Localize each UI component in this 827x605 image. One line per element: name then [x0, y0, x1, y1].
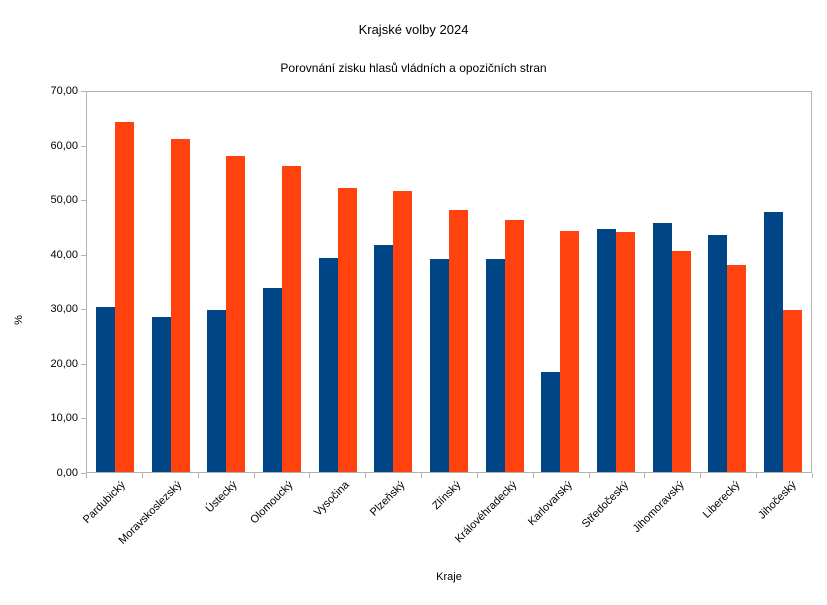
y-tick-label: 0,00 — [56, 467, 78, 479]
bar-series-1 — [485, 259, 505, 472]
bar-series-1 — [207, 309, 227, 472]
x-category-label: Plzeňský — [368, 479, 408, 519]
y-tick-mark — [81, 418, 86, 419]
bar-group — [87, 92, 143, 472]
x-category-label: Olomoucký — [248, 479, 296, 527]
y-tick-label: 10,00 — [50, 412, 78, 424]
x-tick-mark — [533, 473, 534, 478]
bar-series-2 — [727, 264, 747, 472]
bar-group — [588, 92, 644, 472]
bar-series-1 — [95, 306, 115, 472]
bar-group — [700, 92, 756, 472]
bar-series-1 — [764, 212, 784, 472]
x-category-label: Středočeský — [579, 479, 631, 531]
bar-series-2 — [783, 309, 803, 472]
x-category-label: Liberecký — [700, 479, 743, 521]
chart-subtitle: Porovnání zisku hlasů vládních a opozičn… — [280, 61, 547, 75]
bar-series-2 — [671, 251, 691, 472]
x-category-label: Moravskoslezský — [116, 479, 185, 547]
x-tick-mark — [812, 473, 813, 478]
bar-series-1 — [708, 234, 728, 472]
bar-group — [644, 92, 700, 472]
bar-series-2 — [226, 155, 246, 472]
x-tick-mark — [142, 473, 143, 478]
y-tick-mark — [81, 200, 86, 201]
bar-series-1 — [541, 371, 561, 472]
bar-group — [365, 92, 421, 472]
x-category-label: Jihomoravský — [630, 479, 687, 536]
x-category-label: Karlovarský — [526, 479, 576, 529]
x-axis-title: Kraje — [436, 571, 462, 583]
y-tick-mark — [81, 364, 86, 365]
x-tick-mark — [86, 473, 87, 478]
plot-area — [86, 91, 812, 473]
x-tick-mark — [589, 473, 590, 478]
y-tick-label: 30,00 — [50, 303, 78, 315]
x-tick-mark — [421, 473, 422, 478]
bar-series-2 — [448, 210, 468, 472]
x-category-label: Pardubický — [81, 479, 129, 526]
bar-series-1 — [262, 288, 282, 472]
y-tick-mark — [81, 91, 86, 92]
bar-series-2 — [281, 165, 301, 472]
bar-group — [755, 92, 811, 472]
x-category-label: Vysočina — [312, 479, 352, 519]
bar-group — [143, 92, 199, 472]
bar-series-2 — [504, 219, 524, 472]
bar-group — [477, 92, 533, 472]
bar-series-1 — [151, 317, 171, 472]
y-tick-mark — [81, 309, 86, 310]
y-tick-mark — [81, 146, 86, 147]
bar-group — [198, 92, 254, 472]
bar-series-1 — [318, 258, 338, 472]
y-tick-label: 60,00 — [50, 140, 78, 152]
x-tick-mark — [365, 473, 366, 478]
y-tick-label: 70,00 — [50, 85, 78, 97]
bar-series-2 — [337, 188, 357, 472]
x-category-label: Jihočeský — [755, 479, 799, 522]
x-tick-mark — [756, 473, 757, 478]
x-category-label: Ústecký — [203, 479, 241, 516]
bar-series-1 — [429, 258, 449, 472]
bar-series-1 — [374, 245, 394, 472]
x-tick-mark — [309, 473, 310, 478]
y-tick-mark — [81, 255, 86, 256]
bar-group — [421, 92, 477, 472]
bar-series-1 — [652, 223, 672, 472]
y-tick-label: 20,00 — [50, 358, 78, 370]
y-axis-title: % — [12, 315, 25, 325]
bar-series-2 — [616, 231, 636, 472]
x-tick-mark — [644, 473, 645, 478]
bar-series-1 — [597, 229, 617, 472]
bar-group — [310, 92, 366, 472]
x-tick-mark — [700, 473, 701, 478]
x-tick-mark — [254, 473, 255, 478]
y-tick-mark — [81, 473, 86, 474]
x-category-label: Královéhradecký — [452, 479, 520, 546]
x-tick-mark — [198, 473, 199, 478]
bar-series-2 — [170, 139, 190, 472]
x-tick-mark — [477, 473, 478, 478]
x-category-label: Zlínský — [430, 479, 464, 513]
chart-title: Krajské volby 2024 — [358, 22, 469, 37]
y-tick-label: 50,00 — [50, 194, 78, 206]
bar-group — [533, 92, 589, 472]
bar-series-2 — [114, 121, 134, 472]
bar-series-2 — [560, 230, 580, 472]
y-tick-label: 40,00 — [50, 249, 78, 261]
bar-group — [254, 92, 310, 472]
bar-series-2 — [393, 191, 413, 472]
